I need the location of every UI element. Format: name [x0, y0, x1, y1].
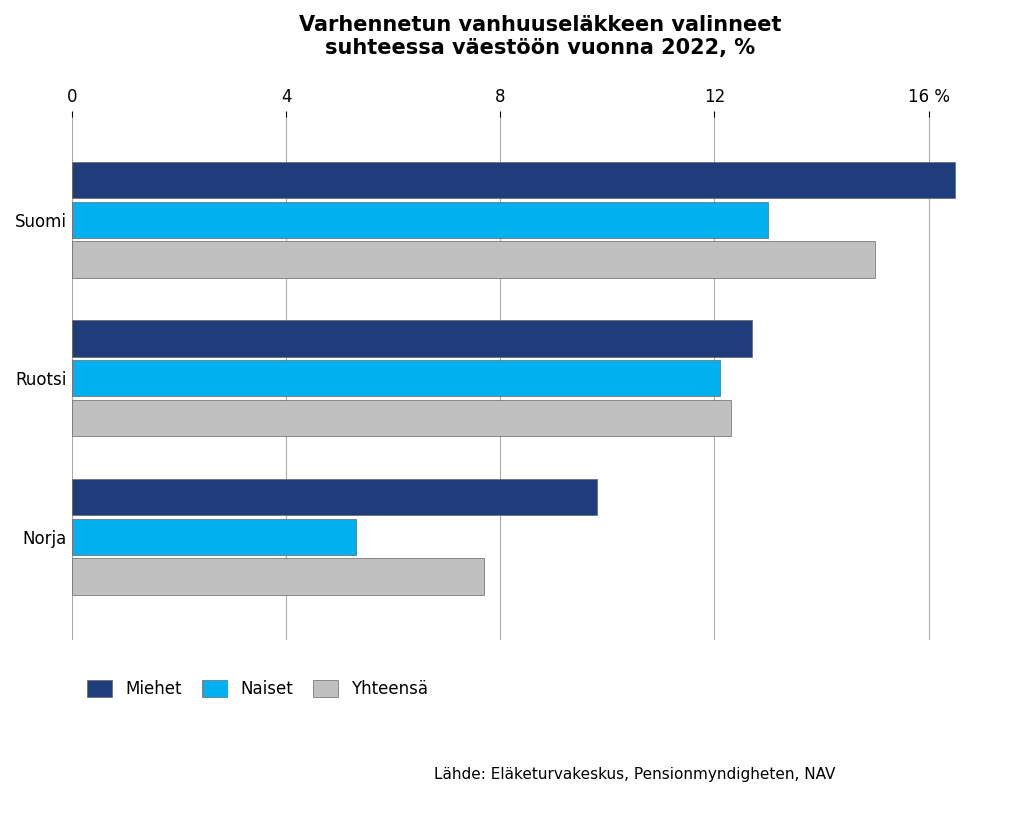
Legend: Miehet, Naiset, Yhteensä: Miehet, Naiset, Yhteensä: [80, 673, 435, 705]
Bar: [72, 518, 355, 555]
Bar: [72, 202, 768, 238]
Bar: [72, 479, 597, 516]
Bar: [72, 241, 876, 277]
Text: Lähde: Eläketurvakeskus, Pensionmyndigheten, NAV: Lähde: Eläketurvakeskus, Pensionmyndighe…: [434, 767, 836, 783]
Bar: [72, 162, 955, 198]
Bar: [72, 360, 720, 397]
Title: Varhennetun vanhuuseläkkeen valinneet
suhteessa väestöön vuonna 2022, %: Varhennetun vanhuuseläkkeen valinneet su…: [299, 15, 781, 58]
Bar: [72, 321, 752, 357]
Bar: [72, 400, 730, 436]
Bar: [72, 558, 484, 595]
